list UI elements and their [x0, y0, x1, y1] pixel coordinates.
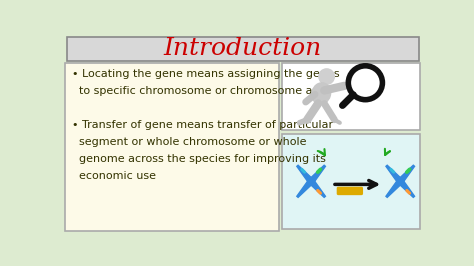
Ellipse shape [397, 178, 403, 185]
FancyBboxPatch shape [65, 63, 279, 231]
FancyBboxPatch shape [337, 187, 363, 195]
Polygon shape [310, 180, 326, 197]
Text: segment or whole chromosome or whole: segment or whole chromosome or whole [72, 137, 306, 147]
Ellipse shape [312, 83, 330, 104]
Polygon shape [297, 180, 312, 197]
Text: to specific chromosome or chromosome arm: to specific chromosome or chromosome arm [72, 86, 328, 96]
Text: • Transfer of gene means transfer of particular: • Transfer of gene means transfer of par… [72, 120, 333, 130]
Polygon shape [297, 165, 312, 182]
FancyBboxPatch shape [283, 63, 420, 131]
Text: • Locating the gene means assigning the genes: • Locating the gene means assigning the … [72, 69, 339, 79]
Ellipse shape [319, 69, 334, 84]
Text: Introduction: Introduction [164, 37, 322, 60]
Polygon shape [399, 180, 415, 197]
Polygon shape [386, 180, 402, 197]
Text: economic use: economic use [72, 171, 155, 181]
Polygon shape [310, 165, 326, 182]
FancyBboxPatch shape [283, 134, 420, 229]
FancyBboxPatch shape [67, 36, 419, 61]
Polygon shape [399, 165, 415, 182]
Ellipse shape [308, 178, 314, 185]
Polygon shape [386, 165, 402, 182]
Text: genome across the species for improving its: genome across the species for improving … [72, 153, 326, 164]
